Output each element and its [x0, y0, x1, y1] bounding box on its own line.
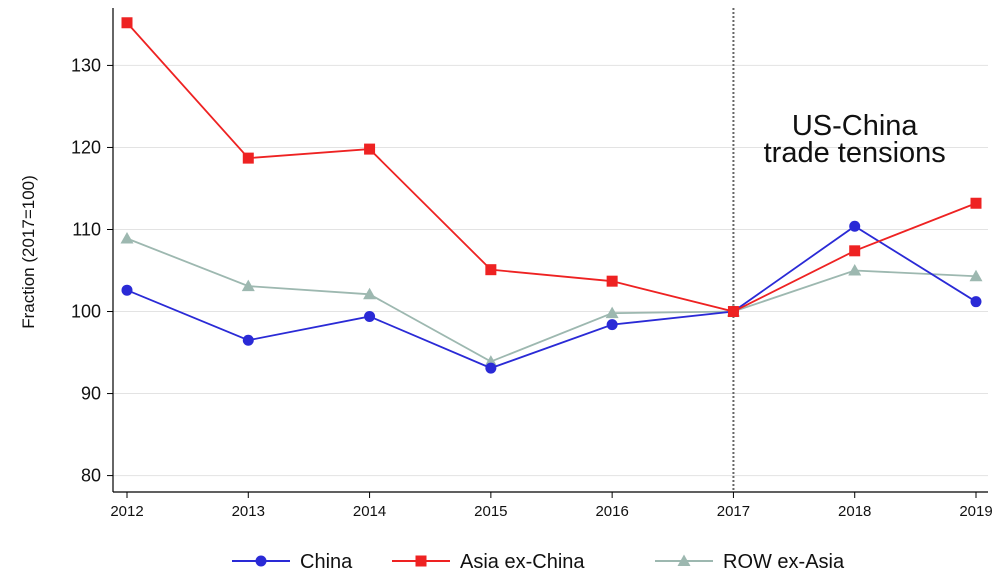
- legend-marker-row-ex-asia: [677, 554, 691, 566]
- series-line-asia-ex-china: [126, 22, 977, 313]
- point-china-2018: [849, 220, 861, 232]
- point-china-2014: [364, 310, 376, 322]
- point-asia-ex-china-2013: [242, 152, 254, 164]
- series-group: [120, 17, 983, 374]
- plot-frame: [112, 8, 988, 493]
- legend: China Asia ex-China ROW ex-Asia: [232, 551, 845, 573]
- legend-marker-asia-ex-china: [415, 555, 427, 567]
- grid-lines: [113, 64, 988, 477]
- annotation-line-1: US-China: [792, 110, 919, 142]
- series-asia-ex-china: [121, 17, 982, 318]
- legend-item-asia-ex-china: Asia ex-China: [392, 551, 585, 573]
- y-axis-ticks: 80 90 100 110 120 130: [71, 55, 113, 486]
- point-row-ex-asia-2016: [605, 306, 619, 319]
- y-tick-label-130: 130: [71, 55, 101, 75]
- x-tick-label-2019: 2019: [959, 503, 992, 520]
- point-china-2016: [606, 319, 618, 331]
- annotation-line-2: trade tensions: [764, 137, 946, 169]
- x-tick-label-2017: 2017: [717, 503, 750, 520]
- series-line-china: [126, 225, 977, 370]
- legend-item-row-ex-asia: ROW ex-Asia: [655, 551, 845, 573]
- point-china-2013: [242, 334, 254, 346]
- y-tick-label-110: 110: [72, 219, 101, 239]
- y-tick-label-100: 100: [71, 302, 101, 322]
- x-tick-label-2018: 2018: [838, 503, 871, 520]
- point-china-2019: [970, 296, 982, 308]
- legend-label-asia-ex-china: Asia ex-China: [460, 551, 585, 573]
- point-row-ex-asia-2015: [484, 355, 498, 367]
- x-axis-ticks: 2012 2013 2014 2015 2016 2017 2018 2019: [110, 492, 993, 520]
- y-axis-title: Fraction (2017=100): [19, 175, 38, 329]
- legend-label-row-ex-asia: ROW ex-Asia: [723, 551, 845, 573]
- legend-item-china: China: [232, 551, 353, 573]
- point-row-ex-asia-2018: [848, 264, 862, 276]
- point-asia-ex-china-2014: [364, 143, 376, 155]
- point-asia-ex-china-2015: [485, 264, 497, 276]
- point-row-ex-asia-2014: [363, 287, 377, 300]
- point-asia-ex-china-2012: [121, 17, 133, 29]
- y-tick-label-90: 90: [81, 384, 101, 404]
- x-tick-label-2012: 2012: [110, 503, 143, 520]
- point-china-2015: [485, 362, 497, 374]
- x-tick-label-2016: 2016: [595, 503, 628, 520]
- point-asia-ex-china-2016: [606, 275, 618, 287]
- point-asia-ex-china-2017: [727, 306, 739, 318]
- series-row-ex-asia: [120, 232, 983, 367]
- legend-marker-china: [255, 555, 267, 567]
- x-tick-label-2015: 2015: [474, 503, 507, 520]
- x-tick-label-2013: 2013: [232, 503, 265, 520]
- x-tick-label-2014: 2014: [353, 503, 386, 520]
- point-row-ex-asia-2013: [241, 279, 255, 292]
- point-row-ex-asia-2019: [969, 269, 983, 282]
- point-asia-ex-china-2019: [970, 197, 982, 209]
- point-row-ex-asia-2012: [120, 232, 134, 244]
- series-line-row-ex-asia: [126, 237, 977, 363]
- point-china-2012: [121, 284, 133, 296]
- series-china: [121, 220, 982, 374]
- annotation-us-china-trade-tensions: US-China trade tensions: [764, 110, 946, 169]
- legend-label-china: China: [300, 551, 353, 573]
- point-asia-ex-china-2018: [849, 245, 861, 257]
- y-tick-label-120: 120: [71, 137, 101, 157]
- y-tick-label-80: 80: [81, 466, 101, 486]
